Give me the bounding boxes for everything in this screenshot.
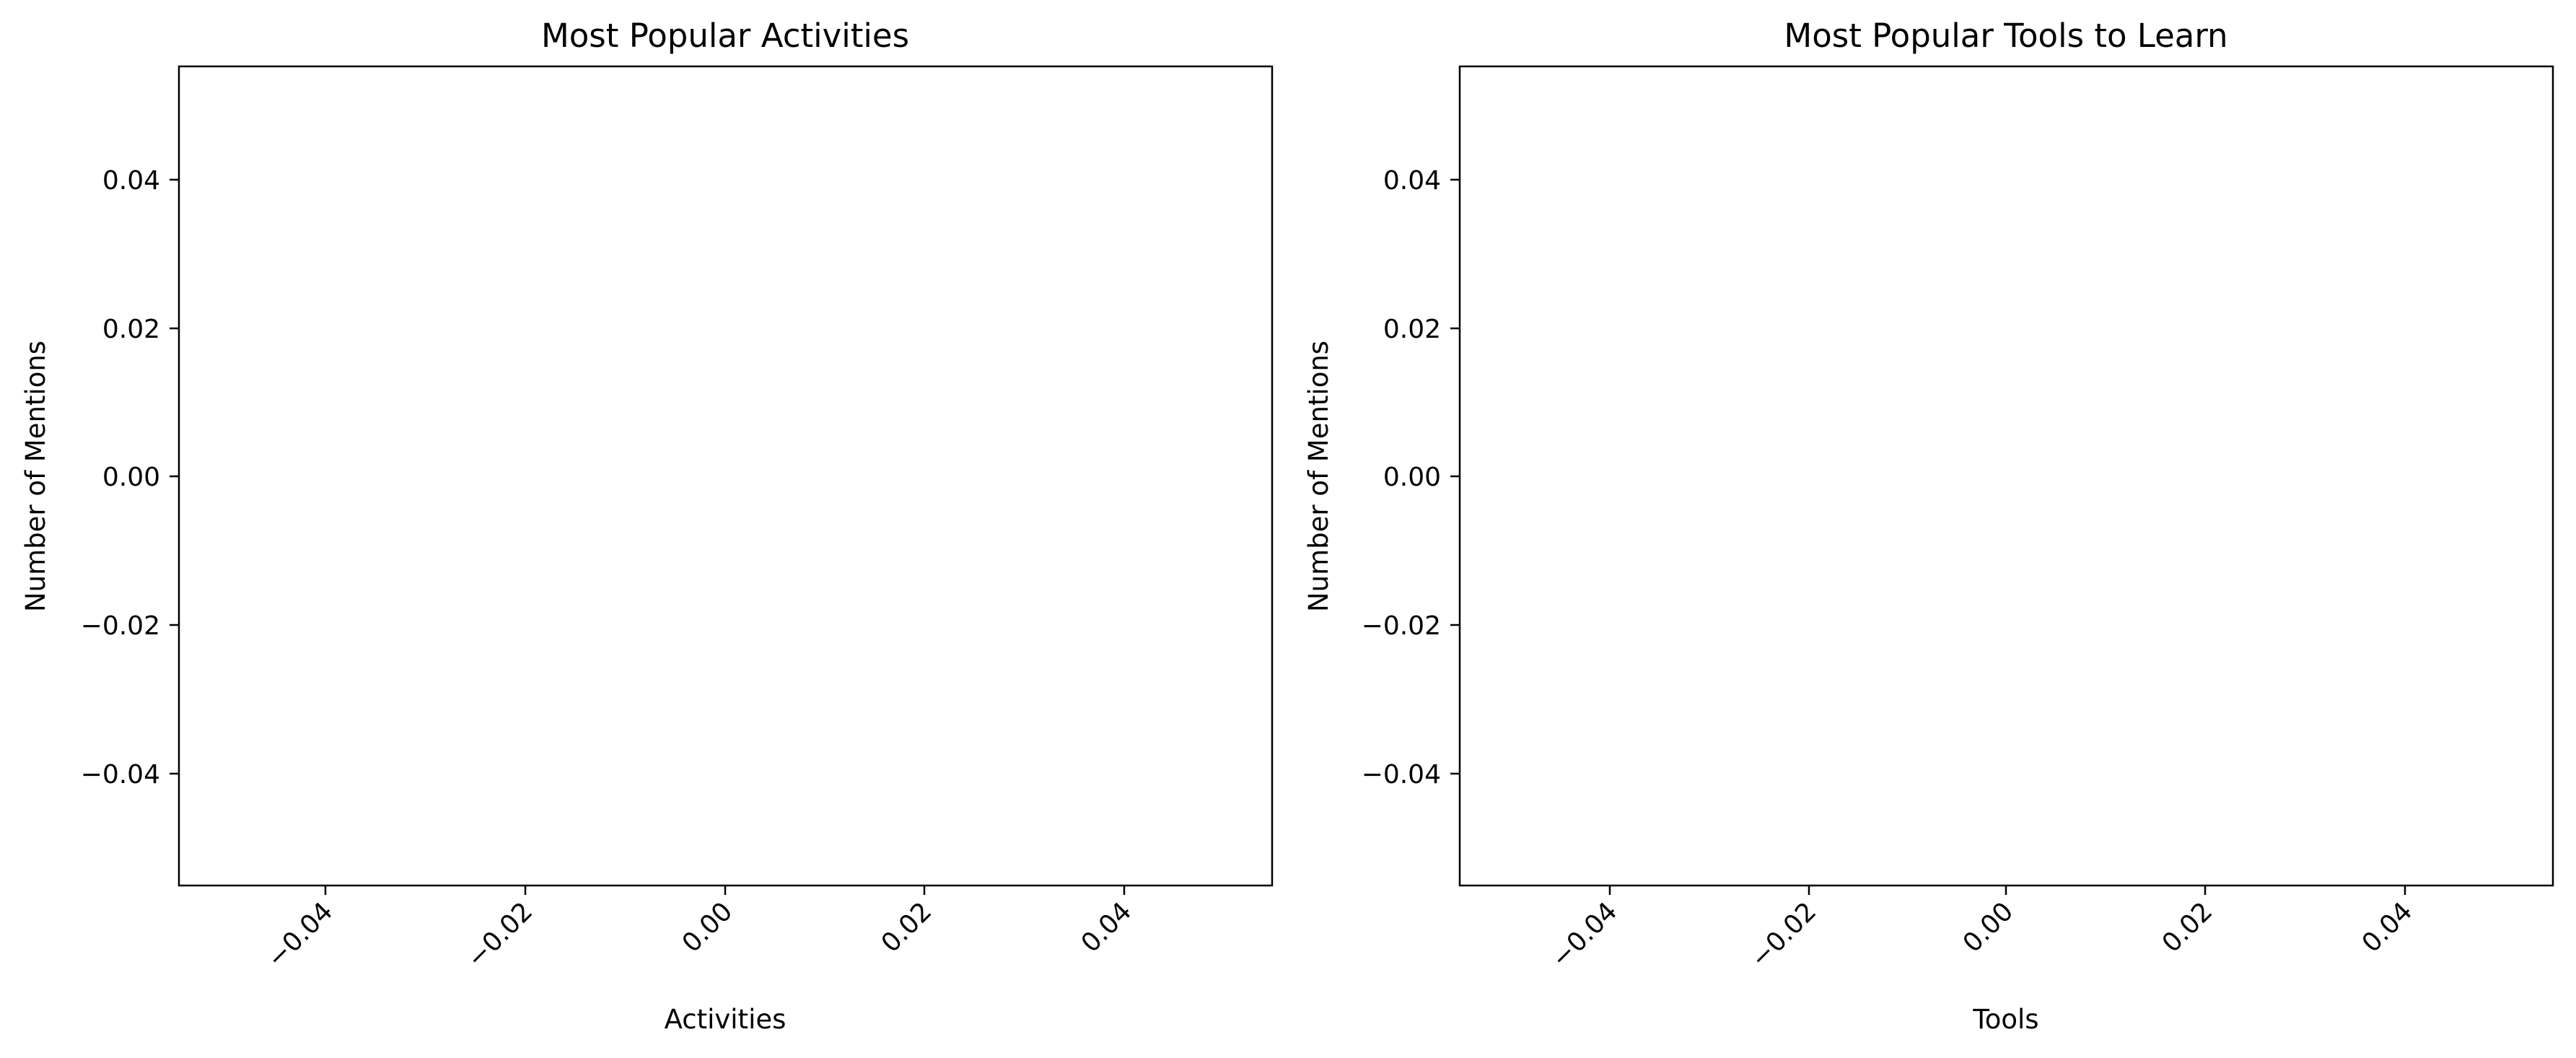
- y-tick-label: −0.02: [81, 611, 160, 641]
- y-axis: 0.04 0.02 0.00 −0.02 −0.04 Number of Men…: [1303, 166, 1460, 790]
- y-tick-label: 0.02: [1383, 315, 1441, 344]
- y-tick-label: 0.00: [1383, 463, 1441, 492]
- y-tick-label: −0.02: [1362, 611, 1441, 641]
- y-tick-label: 0.02: [102, 315, 160, 344]
- chart-title: Most Popular Activities: [541, 17, 909, 55]
- y-axis-label: Number of Mentions: [1303, 341, 1334, 612]
- y-tick-label: 0.00: [102, 463, 160, 492]
- y-axis: 0.04 0.02 0.00 −0.02 −0.04 Number of Men…: [20, 166, 179, 790]
- y-tick-label: 0.04: [1383, 166, 1441, 196]
- y-tick-label: −0.04: [81, 760, 160, 790]
- x-axis-label: Activities: [665, 1004, 787, 1035]
- y-tick-label: −0.04: [1362, 760, 1441, 790]
- chart-title: Most Popular Tools to Learn: [1784, 17, 2227, 55]
- y-tick-label: 0.04: [102, 166, 160, 196]
- x-axis-label: Tools: [1972, 1004, 2038, 1035]
- y-axis-label: Number of Mentions: [20, 341, 51, 612]
